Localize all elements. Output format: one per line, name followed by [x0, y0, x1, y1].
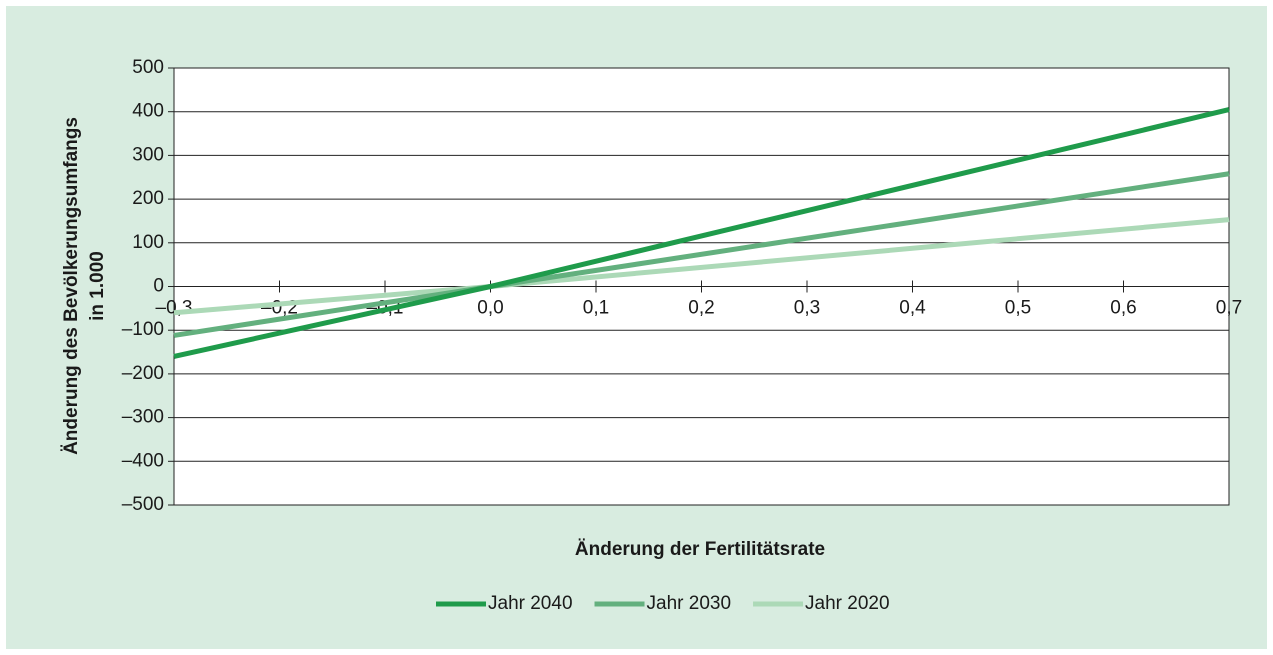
legend-label: Jahr 2030 [647, 593, 732, 614]
x-tick-label: 0,1 [583, 298, 609, 319]
y-tick-label: 500 [132, 57, 164, 78]
y-tick-label: 400 [132, 101, 164, 122]
y-tick-label: –300 [122, 407, 164, 428]
line [173, 107, 1230, 359]
x-axis-label: Änderung der Fertilitätsrate [575, 539, 825, 560]
y-axis-label: Änderung des Bevölkerungsumfangs [61, 117, 82, 455]
y-axis-label: in 1.000 [87, 251, 108, 321]
x-tick-label: 0,6 [1110, 298, 1136, 319]
y-tick-label: 0 [153, 276, 164, 297]
x-tick-label: 0,4 [899, 298, 926, 319]
x-tick-label: 0,3 [794, 298, 820, 319]
x-tick-label: –0,3 [156, 298, 193, 319]
y-tick-label: –200 [122, 363, 164, 384]
legend-label: Jahr 2040 [488, 593, 573, 614]
y-tick-label: –100 [122, 319, 164, 340]
legend-label: Jahr 2020 [805, 593, 890, 614]
y-tick-label: 100 [132, 232, 164, 253]
y-tick-label: –400 [122, 450, 164, 471]
y-tick-label: 200 [132, 188, 164, 209]
y-tick-label: 300 [132, 144, 164, 165]
x-tick-label: 0,2 [688, 298, 714, 319]
x-tick-label: 0,0 [477, 298, 503, 319]
x-tick-label: 0,7 [1216, 298, 1242, 319]
x-tick-label: 0,5 [1005, 298, 1031, 319]
y-tick-label: –500 [122, 494, 164, 515]
